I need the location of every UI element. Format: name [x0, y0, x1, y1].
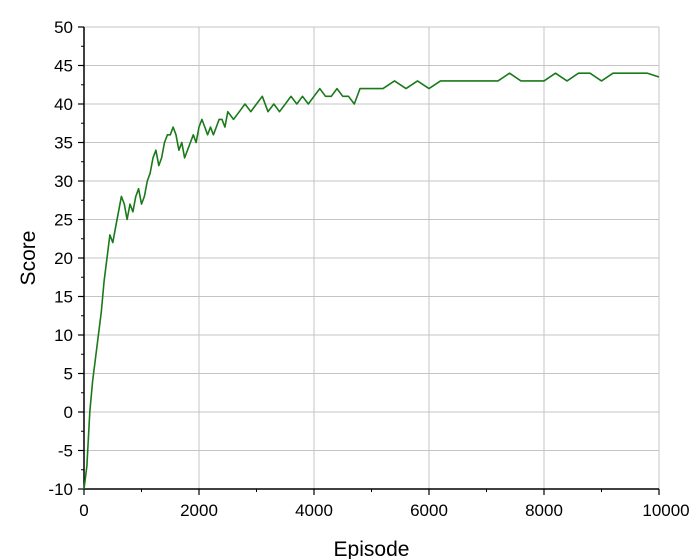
x-tick-label: 2000 — [180, 501, 218, 520]
y-tick-label: 50 — [54, 18, 73, 37]
score-series-line — [83, 72, 660, 490]
grid — [84, 26, 660, 489]
series-layer — [83, 72, 660, 490]
axes — [78, 26, 660, 495]
x-tick-label: 6000 — [410, 501, 448, 520]
y-tick-label: -10 — [48, 480, 73, 499]
x-tick-label: 10000 — [642, 501, 689, 520]
y-tick-label: 10 — [54, 326, 73, 345]
y-tick-label: 15 — [54, 288, 73, 307]
y-tick-label: 45 — [54, 57, 73, 76]
y-tick-label: 5 — [64, 365, 73, 384]
y-tick-label: 30 — [54, 172, 73, 191]
y-tick-label: -5 — [58, 442, 73, 461]
y-tick-label: 0 — [64, 403, 73, 422]
x-tick-label: 8000 — [525, 501, 563, 520]
y-tick-label: 20 — [54, 249, 73, 268]
y-axis-title: Score — [17, 231, 40, 286]
x-tick-label: 4000 — [295, 501, 333, 520]
tick-labels: -10 -5 0 5 10 15 20 25 30 35 40 45 50 0 2000 4000 6000 80… — [48, 18, 689, 520]
x-tick-label: 0 — [79, 501, 88, 520]
y-tick-label: 25 — [54, 211, 73, 230]
y-tick-label: 35 — [54, 134, 73, 153]
x-axis-title: Episode — [334, 538, 410, 559]
y-tick-label: 40 — [54, 95, 73, 114]
